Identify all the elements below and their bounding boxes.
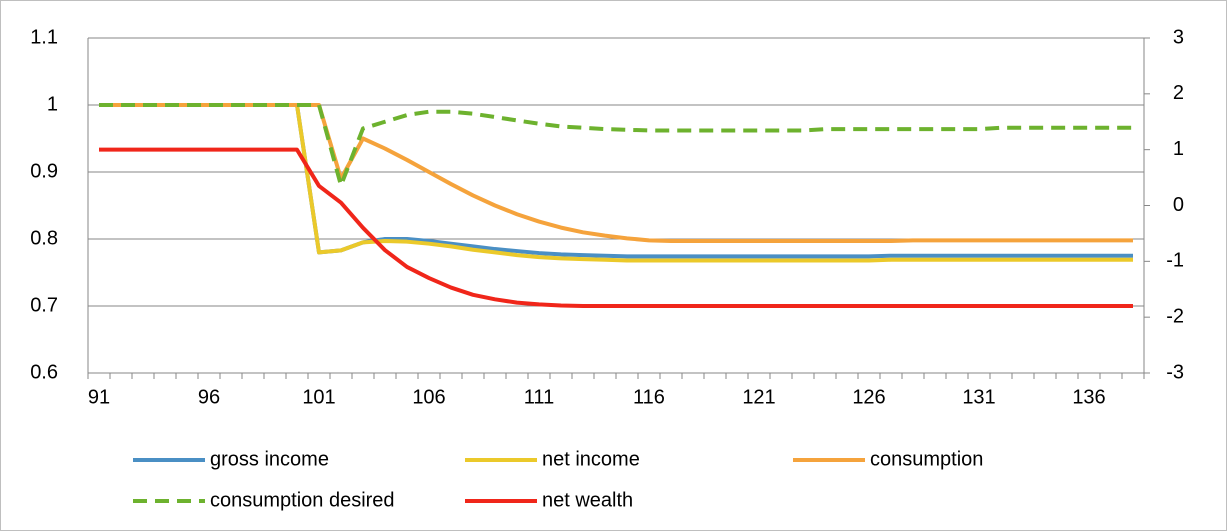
- y-tick-label: 1: [47, 93, 58, 115]
- x-tick-label: 106: [412, 386, 445, 408]
- y-tick-label: 0.6: [30, 361, 58, 383]
- series-line: [99, 103, 1133, 244]
- legend-label: consumption desired: [210, 489, 395, 511]
- x-tick-label: 96: [198, 386, 220, 408]
- y2-tick-label: 1: [1173, 138, 1184, 160]
- y-tick-label: 0.8: [30, 227, 58, 249]
- y-tick-label: 1.1: [30, 26, 58, 48]
- y2-tick-label: -3: [1166, 361, 1184, 383]
- y-tick-label: 0.9: [30, 160, 58, 182]
- y2-tick-label: 0: [1173, 194, 1184, 216]
- x-tick-label: 91: [88, 386, 110, 408]
- series-line: [99, 147, 1133, 308]
- y2-tick-label: 2: [1173, 82, 1184, 104]
- y2-tick-label: 3: [1173, 26, 1184, 48]
- x-tick-label: 111: [524, 386, 554, 408]
- legend-label: consumption: [870, 448, 983, 470]
- x-tick-label: 116: [633, 386, 665, 408]
- y-tick-label: 0.7: [30, 294, 58, 316]
- y2-tick-label: -2: [1166, 305, 1184, 327]
- x-tick-label: 136: [1072, 386, 1105, 408]
- x-tick-label: 121: [742, 386, 775, 408]
- legend-label: net income: [542, 448, 640, 470]
- x-tick-label: 101: [302, 386, 335, 408]
- x-tick-label: 126: [852, 386, 885, 408]
- legend-label: gross income: [210, 448, 329, 470]
- x-tick-label: 131: [962, 386, 995, 408]
- y2-tick-label: -1: [1166, 250, 1184, 272]
- legend-label: net wealth: [542, 489, 633, 511]
- series-line: [99, 103, 1133, 188]
